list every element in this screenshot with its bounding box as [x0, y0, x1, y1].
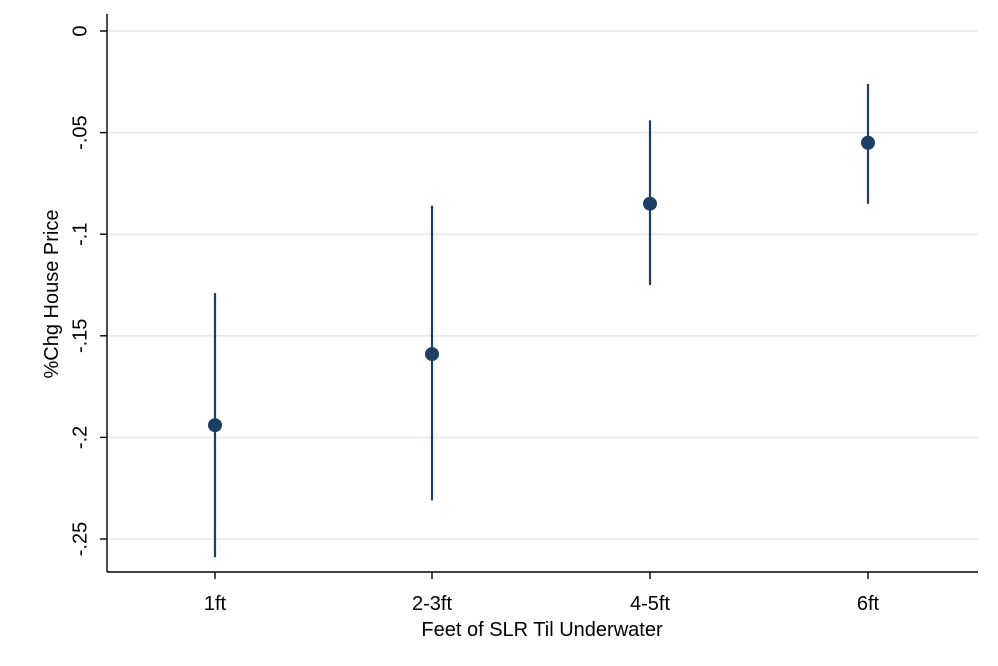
- y-tick-label-1: -.05: [69, 115, 91, 149]
- x-tick-label-1: 2-3ft: [412, 593, 452, 615]
- x-tick-label-3: 6ft: [857, 593, 880, 615]
- x-axis-title: Feet of SLR Til Underwater: [421, 619, 663, 641]
- y-tick-label-5: -.25: [69, 522, 91, 556]
- y-tick-label-2: -.1: [69, 223, 91, 246]
- y-tick-label-4: -.2: [69, 426, 91, 449]
- x-tick-label-0: 1ft: [204, 593, 227, 615]
- x-tick-label-2: 4-5ft: [630, 593, 670, 615]
- y-axis-ticks: 0 -.05 -.1 -.15 -.2 -.25: [69, 25, 107, 556]
- y-tick-label-0: 0: [69, 25, 91, 36]
- point-estimate-3: [861, 135, 875, 150]
- y-tick-label-3: -.15: [69, 319, 91, 353]
- point-estimate-0: [208, 418, 222, 433]
- point-estimate-1: [425, 347, 439, 362]
- y-axis-title: %Chg House Price: [41, 210, 63, 379]
- data-marks: [208, 83, 875, 558]
- gridlines: [107, 30, 978, 540]
- point-estimate-2: [643, 196, 657, 211]
- x-axis-ticks: 1ft 2-3ft 4-5ft 6ft: [204, 572, 880, 615]
- axes: [106, 14, 978, 573]
